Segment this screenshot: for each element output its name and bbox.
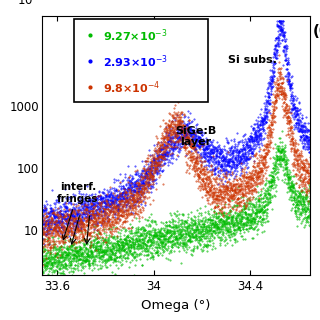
Text: 100: 100 [17,163,39,176]
Text: 2.93×10$^{-3}$: 2.93×10$^{-3}$ [103,53,169,70]
Text: Si subs.: Si subs. [228,55,277,65]
Text: 9.8×10$^{-4}$: 9.8×10$^{-4}$ [103,79,161,96]
Text: 10: 10 [24,225,39,238]
Text: SiGe:B
layer: SiGe:B layer [175,126,217,147]
Text: 9.27×10$^{-3}$: 9.27×10$^{-3}$ [103,27,168,44]
Bar [74,19,208,101]
Text: interf.
fringes: interf. fringes [57,182,99,240]
Text: 1000: 1000 [9,101,39,114]
Text: $10^4$: $10^4$ [17,0,39,8]
X-axis label: Omega (°): Omega (°) [141,299,211,312]
Text: (00: (00 [313,24,320,39]
